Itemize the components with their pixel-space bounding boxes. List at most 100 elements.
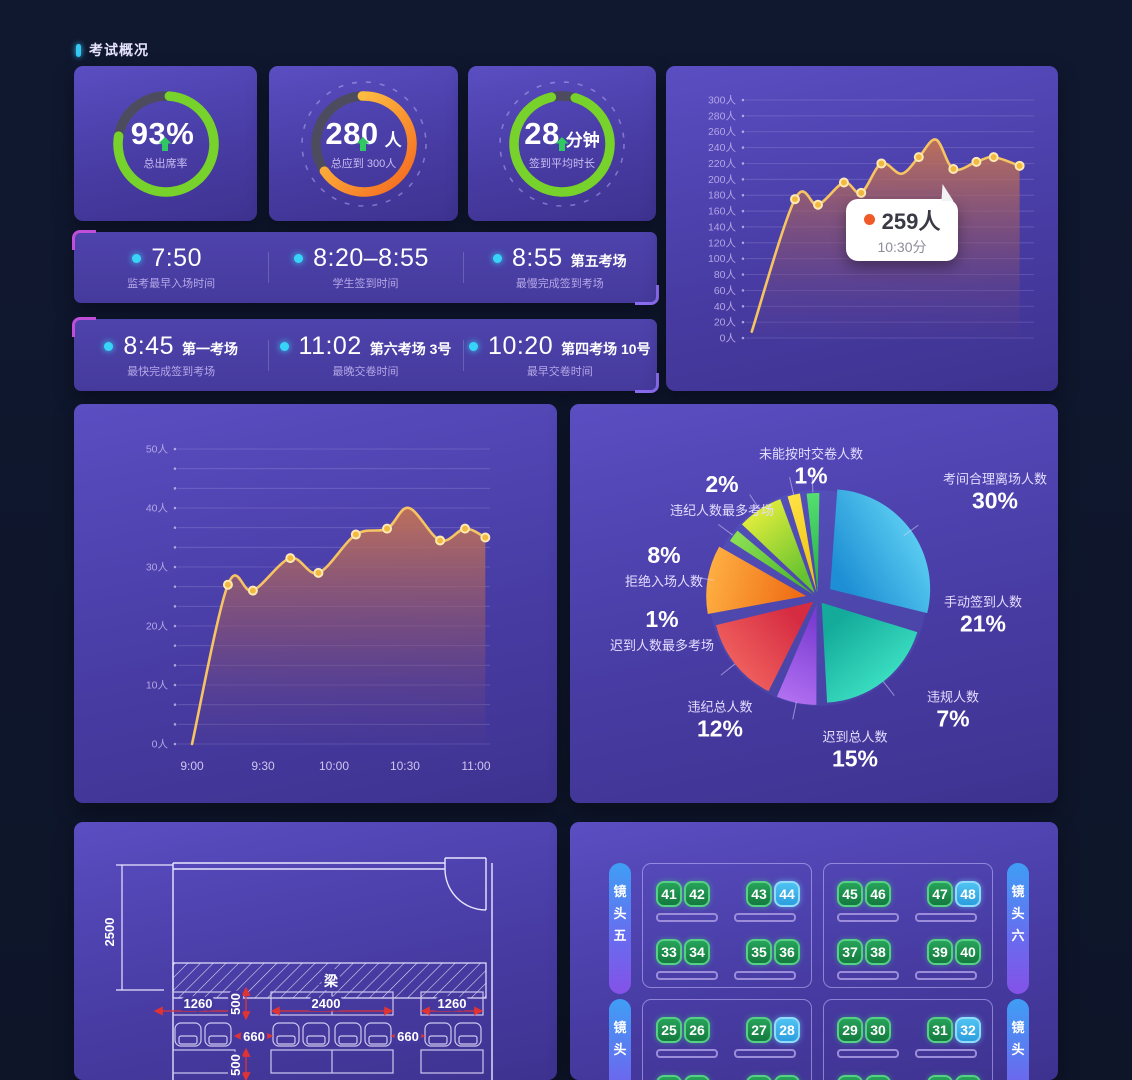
- seat[interactable]: 37: [837, 939, 863, 965]
- camera-label-pill[interactable]: 镜头五: [609, 863, 631, 994]
- chairs-row: [174, 1022, 482, 1047]
- svg-text:40人: 40人: [714, 301, 737, 313]
- svg-text:660: 660: [243, 1029, 265, 1044]
- seat[interactable]: [955, 1075, 981, 1080]
- section-header: 考试概况: [76, 40, 149, 60]
- seat[interactable]: [774, 1075, 800, 1080]
- svg-text:180人: 180人: [708, 190, 737, 202]
- seat[interactable]: 29: [837, 1017, 863, 1043]
- corner-accent: [635, 373, 659, 393]
- seat[interactable]: 39: [927, 939, 953, 965]
- pie-slice[interactable]: [830, 489, 931, 614]
- pie-slice[interactable]: [776, 604, 817, 705]
- checkin-trend-card: 0人 10人 20人 30人 40人 50人 9:00 9:30 10:00 10:30 11:00: [74, 404, 557, 803]
- floorplan-card: 梁: [74, 822, 557, 1080]
- seat[interactable]: 34: [684, 939, 710, 965]
- beam-label: 梁: [323, 973, 339, 989]
- pie-slice[interactable]: [806, 493, 820, 594]
- seat[interactable]: [746, 1075, 772, 1080]
- desk: [915, 1049, 977, 1058]
- svg-text:500: 500: [228, 1054, 243, 1076]
- gauge-unit: 分钟: [565, 130, 600, 150]
- bullet-dot-icon: [469, 341, 479, 351]
- time-stat: 8:20–8:55 学生签到时间: [268, 244, 462, 291]
- floorplan-drawing: 梁: [102, 857, 493, 1080]
- seat[interactable]: [656, 1075, 682, 1080]
- corner-accent: [72, 230, 96, 250]
- seat[interactable]: 31: [927, 1017, 953, 1043]
- pie-slice[interactable]: [706, 546, 807, 614]
- pie-label: 迟到总人数 15%: [822, 729, 888, 772]
- seat[interactable]: [927, 1075, 953, 1080]
- seat[interactable]: [684, 1075, 710, 1080]
- desk: [837, 1049, 899, 1058]
- camera-label-pill[interactable]: 镜头六: [1007, 863, 1029, 994]
- seat[interactable]: 43: [746, 881, 772, 907]
- distribution-pie-chart[interactable]: [570, 404, 1058, 803]
- dimension-2500: 2500: [102, 864, 173, 991]
- pie-label: 未能按时交卷人数 1%: [758, 446, 864, 489]
- seat[interactable]: 26: [684, 1017, 710, 1043]
- seat[interactable]: 33: [656, 939, 682, 965]
- camera-label-char: 六: [1011, 928, 1025, 943]
- stat-label: 最早交卷时间: [526, 365, 593, 378]
- stat-time: 10:20: [488, 331, 554, 360]
- up-arrow-icon: [555, 136, 569, 151]
- seat[interactable]: 44: [774, 881, 800, 907]
- seat-group: 41 42 43 44 33 34 35 36: [642, 863, 812, 988]
- svg-text:0人: 0人: [720, 333, 737, 345]
- page-title: 考试概况: [89, 42, 149, 58]
- svg-text:10:00: 10:00: [319, 759, 349, 773]
- svg-text:240人: 240人: [708, 142, 737, 154]
- seat[interactable]: 42: [684, 881, 710, 907]
- seat[interactable]: 48: [955, 881, 981, 907]
- pie-slice[interactable]: [729, 530, 814, 596]
- pie-label: 违纪总人数 12%: [687, 699, 753, 742]
- svg-text:50人: 50人: [146, 444, 169, 456]
- stat-suffix: 第四考场 10号: [561, 340, 651, 357]
- svg-text:60人: 60人: [714, 285, 737, 297]
- corner-accent: [635, 285, 659, 305]
- svg-text:30人: 30人: [146, 562, 169, 574]
- seat[interactable]: 46: [865, 881, 891, 907]
- seat[interactable]: 38: [865, 939, 891, 965]
- bullet-dot-icon: [294, 254, 304, 263]
- bullet-dot-icon: [492, 254, 502, 263]
- series-dot-icon: [863, 214, 875, 225]
- corner-accent: [72, 317, 96, 337]
- seat[interactable]: 45: [837, 881, 863, 907]
- stat-time: 7:50: [151, 244, 202, 272]
- seat[interactable]: 41: [656, 881, 682, 907]
- svg-text:660: 660: [397, 1029, 419, 1044]
- pie-slice[interactable]: [821, 602, 918, 703]
- stat-label: 最快完成签到考场: [127, 365, 216, 378]
- tooltip-time: 10:30分: [877, 238, 927, 255]
- seat[interactable]: 30: [865, 1017, 891, 1043]
- desk: [915, 913, 977, 922]
- camera-label-pill[interactable]: 镜头: [1007, 999, 1029, 1080]
- pie-slice[interactable]: [787, 493, 817, 593]
- checkin-ring-chart: [499, 80, 625, 207]
- pie-slice[interactable]: [741, 499, 815, 593]
- pie-label: 手动签到人数 21%: [943, 594, 1023, 637]
- seat[interactable]: [837, 1075, 863, 1080]
- seat[interactable]: 40: [955, 939, 981, 965]
- desk: [734, 913, 796, 922]
- seat[interactable]: [865, 1075, 891, 1080]
- desk: [734, 1049, 796, 1058]
- seat[interactable]: 25: [656, 1017, 682, 1043]
- checkin-trend-chart[interactable]: 0人 10人 20人 30人 40人 50人 9:00 9:30 10:00 10:30 11:00: [74, 404, 557, 803]
- seat[interactable]: 47: [927, 881, 953, 907]
- seat[interactable]: 35: [746, 939, 772, 965]
- seat[interactable]: 36: [774, 939, 800, 965]
- stat-label: 最晚交卷时间: [332, 365, 399, 378]
- seat[interactable]: 27: [746, 1017, 772, 1043]
- seat[interactable]: 32: [955, 1017, 981, 1043]
- beam: 梁: [172, 962, 487, 999]
- pie-slice[interactable]: [716, 601, 814, 692]
- seat[interactable]: 28: [774, 1017, 800, 1043]
- desk: [837, 913, 899, 922]
- camera-label-pill[interactable]: 镜头: [609, 999, 631, 1080]
- svg-text:120人: 120人: [708, 237, 737, 249]
